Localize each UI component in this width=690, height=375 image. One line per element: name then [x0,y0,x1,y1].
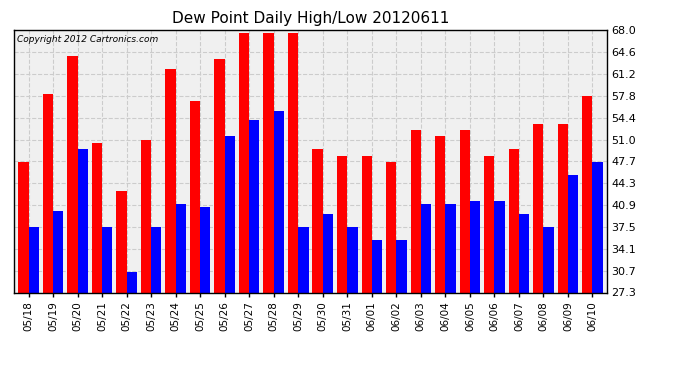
Bar [568,175,578,292]
Bar [470,201,480,292]
Bar [495,201,504,292]
Bar [28,227,39,292]
Bar [396,240,406,292]
Bar [77,149,88,292]
Text: Copyright 2012 Cartronics.com: Copyright 2012 Cartronics.com [17,35,158,44]
Bar [460,130,470,292]
Bar [313,149,323,292]
Bar [92,143,102,292]
Bar [239,33,249,292]
Bar [347,227,357,292]
Bar [249,120,259,292]
Bar [176,204,186,292]
Bar [582,96,593,292]
Bar [215,59,225,292]
Bar [67,56,77,292]
Bar [43,94,53,292]
Bar [435,136,445,292]
Bar [151,227,161,292]
Bar [445,204,455,292]
Bar [53,211,63,292]
Bar [298,227,308,292]
Bar [509,149,519,292]
Bar [190,101,200,292]
Bar [519,214,529,292]
Bar [141,140,151,292]
Bar [200,207,210,292]
Bar [126,272,137,292]
Bar [288,33,298,292]
Bar [484,156,495,292]
Bar [166,69,176,292]
Bar [274,111,284,292]
Bar [544,227,554,292]
Bar [337,156,347,292]
Title: Dew Point Daily High/Low 20120611: Dew Point Daily High/Low 20120611 [172,11,449,26]
Bar [102,227,112,292]
Bar [533,123,544,292]
Bar [18,162,28,292]
Bar [372,240,382,292]
Bar [323,214,333,292]
Bar [558,123,568,292]
Bar [225,136,235,292]
Bar [593,162,603,292]
Bar [264,33,274,292]
Bar [411,130,421,292]
Bar [117,191,126,292]
Bar [386,162,396,292]
Bar [421,204,431,292]
Bar [362,156,372,292]
